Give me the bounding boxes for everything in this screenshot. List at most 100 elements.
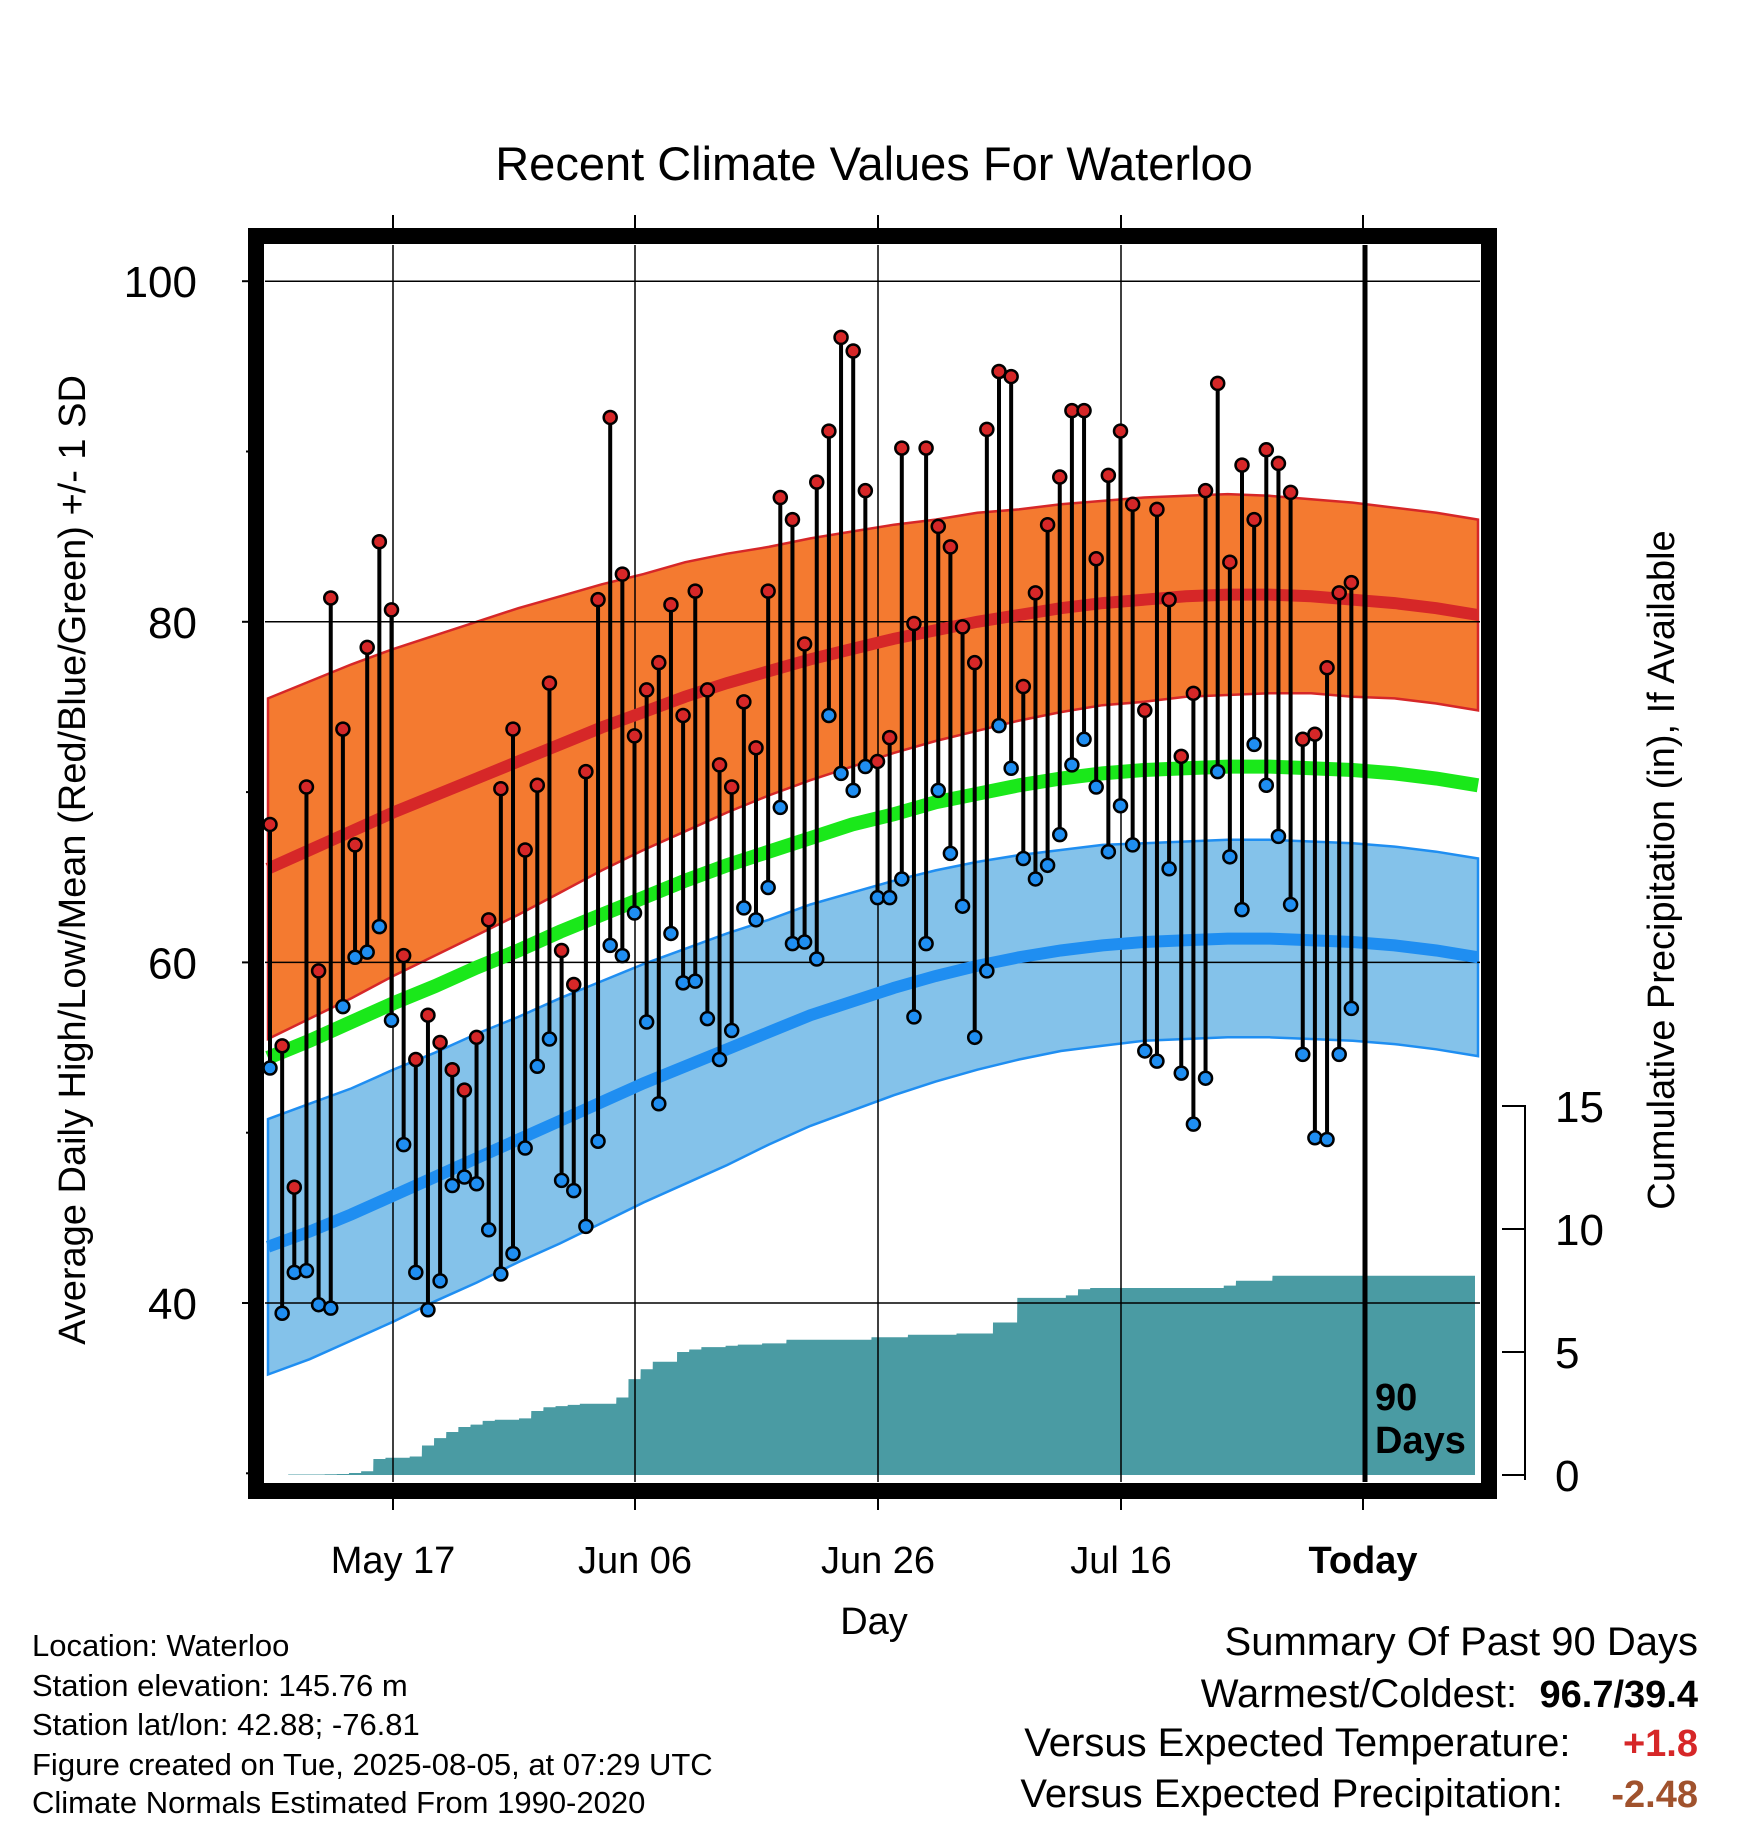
daily-high-point — [1270, 455, 1287, 472]
daily-high-point — [1185, 685, 1202, 702]
daily-low-point — [821, 707, 837, 724]
y-tick-label: 100 — [124, 258, 197, 307]
daily-high-point — [1343, 574, 1360, 591]
daily-high-point — [821, 423, 837, 439]
footer-location: Location: Waterloo — [32, 1628, 290, 1663]
normal-high-line — [265, 588, 1479, 875]
daily-high-point — [529, 777, 546, 794]
daily-low-point — [1319, 1131, 1335, 1148]
daily-high-point — [505, 721, 521, 737]
summary-title: Summary Of Past 90 Days — [1224, 1620, 1698, 1664]
daily-high-point — [371, 534, 388, 550]
normal-mean-line — [265, 759, 1480, 1065]
daily-high-point — [1246, 511, 1262, 528]
daily-high-point — [930, 518, 946, 535]
daily-low-point — [1295, 1046, 1311, 1063]
daily-high-point — [553, 942, 570, 959]
daily-low-point — [796, 934, 813, 950]
daily-high-point — [614, 566, 631, 582]
daily-high-point — [845, 343, 861, 359]
daily-low-point — [274, 1305, 290, 1321]
daily-high-point — [651, 654, 667, 671]
daily-high-point — [1052, 469, 1068, 485]
summary-warm-cold-row: Warmest/Coldest: 96.7/39.4 — [1201, 1672, 1698, 1717]
daily-low-point — [1282, 896, 1299, 913]
chart-title: Recent Climate Values For Waterloo — [495, 137, 1253, 190]
daily-high-point — [1209, 375, 1226, 392]
daily-high-point — [869, 753, 886, 770]
daily-high-point — [1015, 678, 1032, 695]
daily-high-point — [298, 779, 315, 795]
daily-low-point — [456, 1169, 473, 1185]
daily-low-point — [651, 1095, 667, 1112]
daily-high-point — [517, 842, 533, 858]
daily-low-point — [991, 717, 1007, 734]
daily-low-point — [1064, 757, 1080, 773]
daily-low-point — [614, 947, 631, 964]
daily-high-point — [1112, 423, 1129, 439]
daily-low-point — [723, 1022, 740, 1039]
x-axis-title: Day — [840, 1601, 908, 1643]
daily-high-point — [809, 474, 825, 490]
precip-area — [264, 1275, 1475, 1475]
daily-low-point — [894, 871, 910, 887]
footer-latlon: Station lat/lon: 42.88; -76.81 — [32, 1707, 420, 1742]
daily-high-point — [894, 440, 910, 456]
daily-low-point — [954, 898, 971, 914]
daily-low-point — [1076, 731, 1092, 748]
daily-high-point — [286, 1179, 303, 1195]
daily-high-point — [881, 729, 898, 746]
daily-low-point — [529, 1058, 546, 1075]
daily-high-point — [1307, 726, 1323, 742]
daily-high-point — [711, 757, 728, 773]
daily-high-point — [1258, 442, 1275, 458]
daily-high-point — [638, 682, 655, 698]
daily-high-point — [857, 482, 874, 499]
summary-temp-row: Versus Expected Temperature: +1.8 — [1024, 1721, 1698, 1766]
y2-tick-label: 15 — [1555, 1083, 1604, 1132]
daily-high-point — [1100, 467, 1117, 484]
daily-low-point — [432, 1273, 448, 1289]
x-tick-label: Jun 26 — [821, 1540, 935, 1582]
daily-high-point — [432, 1034, 448, 1051]
daily-high-point — [493, 780, 509, 797]
today-marker-label: 90 Days — [1375, 1377, 1466, 1462]
daily-high-point — [1003, 368, 1019, 385]
y2-axis-title: Cumulative Precipitation (in), If Availa… — [1641, 530, 1683, 1209]
daily-low-point — [906, 1009, 922, 1025]
low-sd-band — [266, 838, 1480, 1377]
daily-low-point — [1088, 779, 1104, 795]
daily-low-point — [979, 963, 995, 979]
daily-high-point — [663, 597, 679, 613]
daily-low-point — [1100, 843, 1117, 860]
daily-low-point — [1039, 857, 1056, 874]
daily-high-point — [675, 707, 691, 724]
summary-precip-row: Versus Expected Precipitation: -2.48 — [1020, 1772, 1698, 1817]
daily-low-point — [760, 879, 776, 896]
daily-high-point — [566, 976, 582, 993]
daily-low-point — [517, 1140, 533, 1156]
daily-low-point — [493, 1266, 509, 1282]
temp-label: Versus Expected Temperature: — [1024, 1721, 1571, 1765]
daily-high-point — [833, 329, 849, 346]
daily-low-point — [748, 912, 764, 928]
daily-low-point — [359, 944, 375, 960]
daily-high-point — [723, 779, 740, 795]
daily-low-point — [323, 1300, 339, 1316]
daily-low-point — [590, 1133, 606, 1149]
daily-low-point — [711, 1051, 728, 1068]
daily-high-point — [1039, 516, 1056, 533]
daily-high-point — [590, 591, 606, 608]
x-tick-label: Jun 06 — [578, 1540, 692, 1582]
daily-low-point — [578, 1218, 594, 1235]
daily-high-point — [274, 1038, 290, 1054]
daily-low-point — [1173, 1065, 1189, 1081]
daily-low-point — [602, 937, 618, 954]
daily-high-point — [1076, 402, 1092, 419]
daily-high-point — [687, 583, 703, 599]
daily-low-point — [1209, 763, 1226, 780]
daily-high-point — [480, 912, 497, 928]
daily-low-point — [1270, 828, 1287, 845]
y-axis-title: Average Daily High/Low/Mean (Red/Blue/Gr… — [52, 375, 94, 1345]
precip-value: -2.48 — [1611, 1774, 1698, 1816]
